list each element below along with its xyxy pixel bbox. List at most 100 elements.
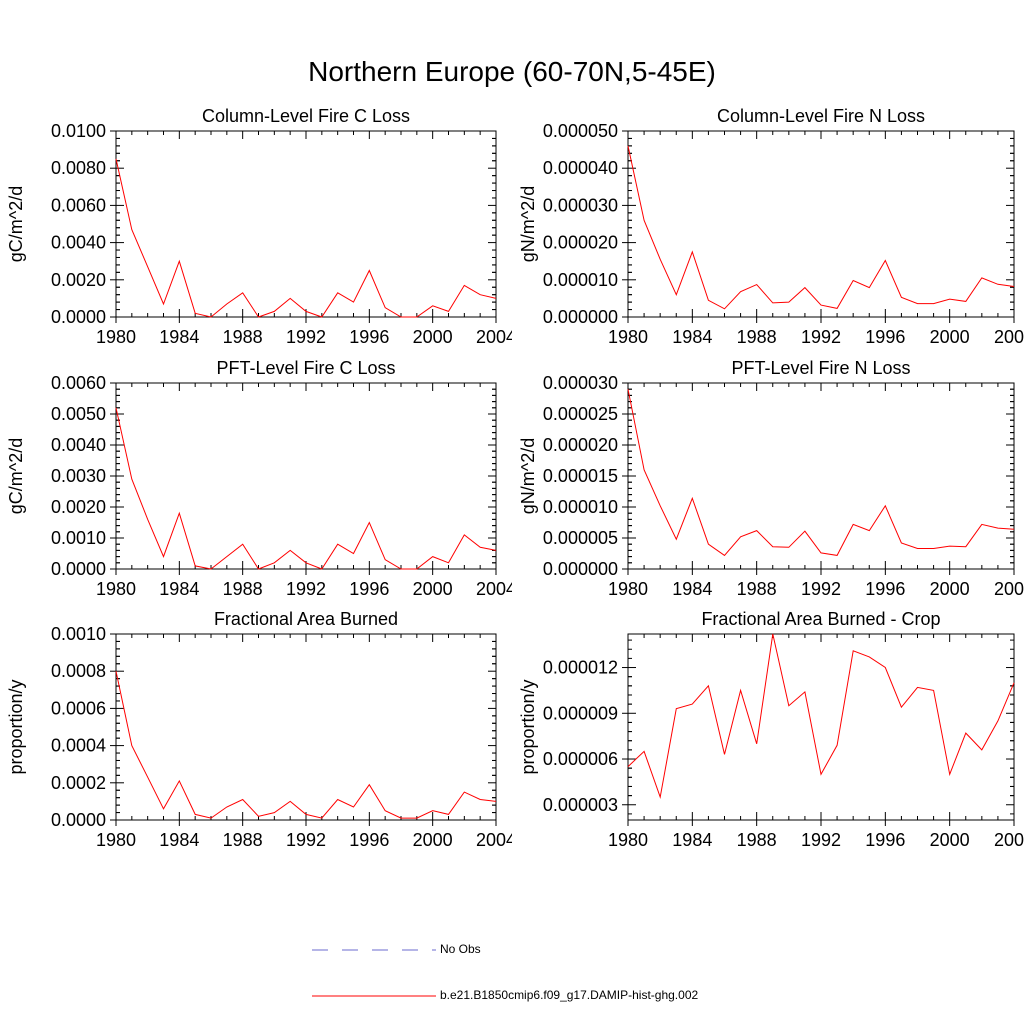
panel-column-fire-c-loss: Column-Level Fire C Loss gC/m^2/d 1980 1984…: [6, 106, 512, 347]
x-tick-label: 1992: [286, 830, 326, 850]
y-tick-label: 0.000030: [543, 195, 618, 215]
series-line: [115, 407, 497, 570]
y-tick-label: 0.000015: [543, 466, 618, 486]
y-tick-label: 0.000005: [543, 528, 618, 548]
y-tick-label: 0.0050: [51, 404, 106, 424]
legend-model-label: b.e21.B1850cmip6.f09_g17.DAMIP-hist-ghg.…: [440, 988, 699, 1002]
x-tick-label: 2000: [930, 579, 970, 599]
x-tick-label: 1984: [672, 327, 712, 347]
x-tick-label: 1988: [223, 579, 263, 599]
panel-title: Column-Level Fire N Loss: [717, 106, 925, 126]
plot-frame: [627, 633, 1015, 821]
y-axis-label: gN/m^2/d: [518, 438, 538, 514]
x-tick-label: 2000: [413, 830, 453, 850]
y-tick-label: 0.000010: [543, 497, 618, 517]
x-tick-label: 1988: [737, 830, 777, 850]
x-tick-label: 2004: [476, 327, 512, 347]
x-tick-label: 2000: [930, 830, 970, 850]
x-tick-label: 2004: [994, 830, 1024, 850]
x-tick-label: 1996: [865, 579, 905, 599]
series-line: [627, 145, 1015, 310]
y-tick-label: 0.0010: [51, 624, 106, 644]
panel-title: Fractional Area Burned - Crop: [701, 609, 940, 629]
x-tick-label: 2004: [476, 830, 512, 850]
legend-obs: No Obs: [0, 940, 1024, 960]
y-tick-label: 0.0100: [51, 121, 106, 141]
y-tick-label: 0.000025: [543, 404, 618, 424]
panel-pft-fire-n-loss: PFT-Level Fire N Loss gN/m^2/d 1980 1984 198…: [518, 358, 1024, 599]
y-tick-label: 0.0020: [51, 497, 106, 517]
panel-title: PFT-Level Fire C Loss: [216, 358, 395, 378]
x-tick-label: 1980: [96, 579, 136, 599]
panel-title: Column-Level Fire C Loss: [202, 106, 410, 126]
y-tick-label: 0.0000: [51, 307, 106, 327]
y-tick-label: 0.000010: [543, 270, 618, 290]
x-tick-label: 1992: [801, 327, 841, 347]
series-line: [115, 158, 497, 318]
y-tick-label: 0.0020: [51, 270, 106, 290]
y-tick-label: 0.0006: [51, 698, 106, 718]
x-tick-label: 1984: [159, 579, 199, 599]
x-tick-label: 2004: [994, 327, 1024, 347]
legend-model: b.e21.B1850cmip6.f09_g17.DAMIP-hist-ghg.…: [0, 986, 1024, 1006]
x-tick-label: 2000: [930, 327, 970, 347]
x-tick-label: 1992: [801, 579, 841, 599]
x-tick-label: 2000: [413, 327, 453, 347]
legend-model-line: [312, 995, 436, 997]
y-tick-label: 0.0008: [51, 661, 106, 681]
plot-frame: [627, 130, 1015, 318]
plot-frame: [115, 130, 497, 318]
y-tick-label: 0.000003: [543, 795, 618, 815]
x-tick-label: 1988: [223, 830, 263, 850]
x-tick-label: 1980: [96, 830, 136, 850]
y-tick-label: 0.000040: [543, 158, 618, 178]
y-tick-label: 0.000012: [543, 658, 618, 678]
x-tick-label: 2004: [994, 579, 1024, 599]
y-tick-label: 0.0040: [51, 233, 106, 253]
series-line: [115, 671, 497, 819]
plot-frame: [115, 382, 497, 570]
y-tick-label: 0.0040: [51, 435, 106, 455]
plot-frame: [627, 382, 1015, 570]
panel-pft-fire-c-loss: PFT-Level Fire C Loss gC/m^2/d 1980 1984 198…: [6, 358, 512, 599]
y-axis-label: gN/m^2/d: [518, 186, 538, 262]
y-tick-label: 0.000000: [543, 307, 618, 327]
x-tick-label: 1996: [865, 830, 905, 850]
panel-title: Fractional Area Burned: [214, 609, 398, 629]
y-tick-label: 0.0000: [51, 559, 106, 579]
y-tick-label: 0.0030: [51, 466, 106, 486]
x-tick-label: 1988: [223, 327, 263, 347]
panel-fractional-area-burned-crop: Fractional Area Burned - Crop proportion/…: [518, 609, 1024, 850]
x-tick-label: 1980: [96, 327, 136, 347]
y-tick-label: 0.0002: [51, 773, 106, 793]
y-axis-label: proportion/y: [518, 679, 538, 774]
y-tick-label: 0.0060: [51, 195, 106, 215]
panel-column-fire-n-loss: Column-Level Fire N Loss gN/m^2/d 1980 1984…: [518, 106, 1024, 347]
x-tick-label: 1996: [865, 327, 905, 347]
series-line: [627, 389, 1015, 557]
x-tick-label: 1984: [672, 579, 712, 599]
x-tick-label: 1980: [608, 830, 648, 850]
y-tick-label: 0.000050: [543, 121, 618, 141]
figure-title: Northern Europe (60-70N,5-45E): [308, 56, 716, 87]
series-line: [627, 633, 1015, 800]
x-tick-label: 1984: [672, 830, 712, 850]
y-tick-label: 0.0004: [51, 736, 106, 756]
x-tick-label: 1988: [737, 579, 777, 599]
y-tick-label: 0.0080: [51, 158, 106, 178]
x-tick-label: 1992: [286, 327, 326, 347]
y-axis-label: gC/m^2/d: [6, 186, 26, 262]
y-tick-label: 0.000030: [543, 373, 618, 393]
y-tick-label: 0.0010: [51, 528, 106, 548]
x-tick-label: 1992: [801, 830, 841, 850]
y-tick-label: 0.000000: [543, 559, 618, 579]
legend-obs-line: [312, 949, 436, 951]
y-tick-label: 0.000009: [543, 703, 618, 723]
x-tick-label: 1996: [349, 830, 389, 850]
x-tick-label: 1996: [349, 579, 389, 599]
x-tick-label: 1980: [608, 327, 648, 347]
x-tick-label: 1992: [286, 579, 326, 599]
x-tick-label: 1988: [737, 327, 777, 347]
y-tick-label: 0.0060: [51, 373, 106, 393]
y-tick-label: 0.000020: [543, 435, 618, 455]
